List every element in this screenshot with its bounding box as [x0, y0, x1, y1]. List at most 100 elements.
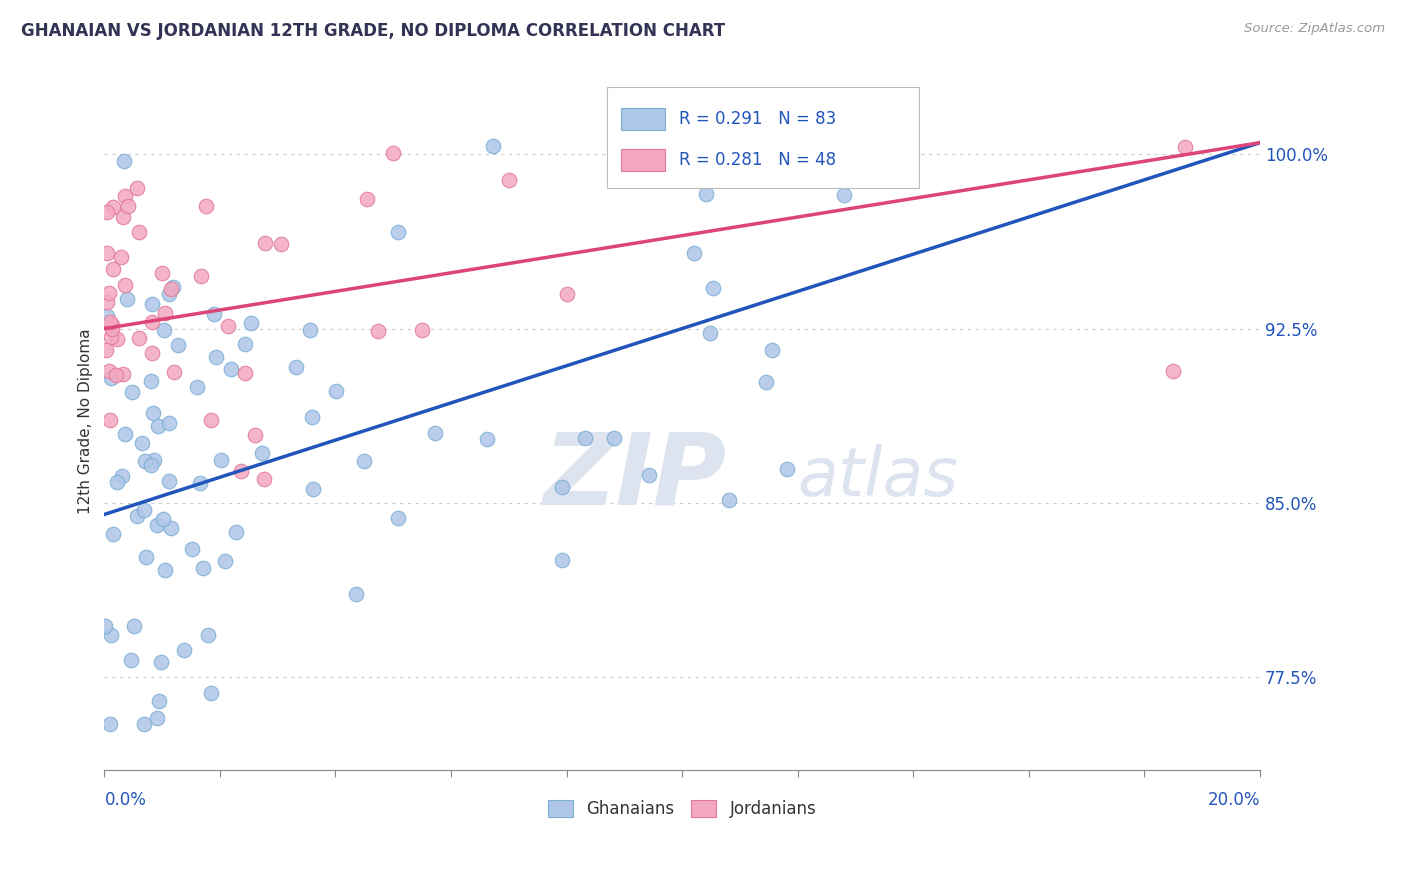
Point	[98, 413, 121, 427]
Point	[482, 138, 505, 153]
Point	[101, 318, 124, 333]
Point	[231, 464, 253, 478]
Text: R = 0.291   N = 83: R = 0.291 N = 83	[679, 111, 837, 128]
Point	[160, 521, 183, 535]
Point	[122, 619, 145, 633]
Point	[142, 406, 165, 420]
Y-axis label: 12th Grade, No Diploma: 12th Grade, No Diploma	[79, 328, 93, 515]
Point	[325, 384, 347, 398]
Point	[157, 416, 180, 430]
Point	[301, 410, 323, 425]
Point	[270, 236, 292, 251]
Point	[204, 307, 226, 321]
Point	[96, 245, 118, 260]
Point	[204, 350, 226, 364]
Point	[112, 154, 135, 169]
Point	[344, 587, 367, 601]
Point	[110, 251, 132, 265]
Point	[153, 563, 176, 577]
Point	[93, 619, 115, 633]
Point	[127, 180, 149, 194]
Point	[146, 419, 169, 434]
Point	[121, 385, 143, 400]
Point	[96, 309, 118, 323]
Point	[173, 643, 195, 657]
Point	[217, 318, 239, 333]
Point	[145, 711, 167, 725]
Point	[152, 512, 174, 526]
Point	[111, 368, 134, 382]
Point	[97, 285, 120, 300]
Point	[250, 445, 273, 459]
Point	[717, 493, 740, 508]
Point	[353, 453, 375, 467]
Point	[186, 380, 208, 394]
Point	[114, 427, 136, 442]
Point	[194, 199, 217, 213]
Point	[301, 482, 323, 496]
Point	[101, 322, 124, 336]
Point	[160, 282, 183, 296]
Point	[111, 210, 134, 224]
Point	[191, 561, 214, 575]
Point	[121, 653, 143, 667]
Point	[131, 435, 153, 450]
Point	[382, 145, 405, 160]
Text: Source: ZipAtlas.com: Source: ZipAtlas.com	[1244, 22, 1385, 36]
Point	[98, 315, 121, 329]
Point	[603, 431, 626, 445]
Point	[219, 361, 242, 376]
Point	[233, 366, 256, 380]
Point	[574, 431, 596, 445]
Point	[141, 315, 163, 329]
Point	[115, 292, 138, 306]
Point	[157, 286, 180, 301]
Point	[1174, 140, 1197, 154]
Point	[157, 474, 180, 488]
Point	[125, 508, 148, 523]
Point	[104, 368, 127, 382]
Point	[141, 296, 163, 310]
Point	[637, 468, 659, 483]
Text: R = 0.281   N = 48: R = 0.281 N = 48	[679, 151, 835, 169]
Point	[148, 694, 170, 708]
Point	[143, 453, 166, 467]
Point	[162, 280, 184, 294]
Text: ZIP: ZIP	[544, 429, 727, 525]
Point	[96, 205, 118, 219]
Point	[367, 324, 389, 338]
Bar	[621, 149, 665, 170]
Point	[139, 458, 162, 472]
Point	[97, 364, 120, 378]
Text: GHANAIAN VS JORDANIAN 12TH GRADE, NO DIPLOMA CORRELATION CHART: GHANAIAN VS JORDANIAN 12TH GRADE, NO DIP…	[21, 22, 725, 40]
Point	[683, 246, 706, 260]
Point	[284, 359, 307, 374]
Point	[235, 337, 257, 351]
Point	[96, 294, 118, 309]
Point	[114, 277, 136, 292]
Point	[387, 225, 409, 239]
Point	[141, 346, 163, 360]
Point	[135, 549, 157, 564]
Point	[298, 323, 321, 337]
Point	[200, 413, 222, 427]
Point	[132, 716, 155, 731]
Point	[211, 452, 233, 467]
Point	[239, 316, 262, 330]
Point	[149, 655, 172, 669]
Point	[100, 371, 122, 385]
Legend: Ghanaians, Jordanians: Ghanaians, Jordanians	[541, 793, 823, 824]
Point	[555, 286, 578, 301]
Point	[498, 172, 520, 186]
Point	[96, 343, 118, 357]
Point	[128, 225, 150, 239]
Point	[167, 338, 190, 352]
Point	[134, 503, 156, 517]
Point	[225, 524, 247, 539]
Point	[105, 332, 128, 346]
Point	[163, 365, 186, 379]
Point	[551, 480, 574, 494]
Point	[153, 323, 176, 337]
Point	[477, 433, 499, 447]
Point	[253, 236, 276, 251]
